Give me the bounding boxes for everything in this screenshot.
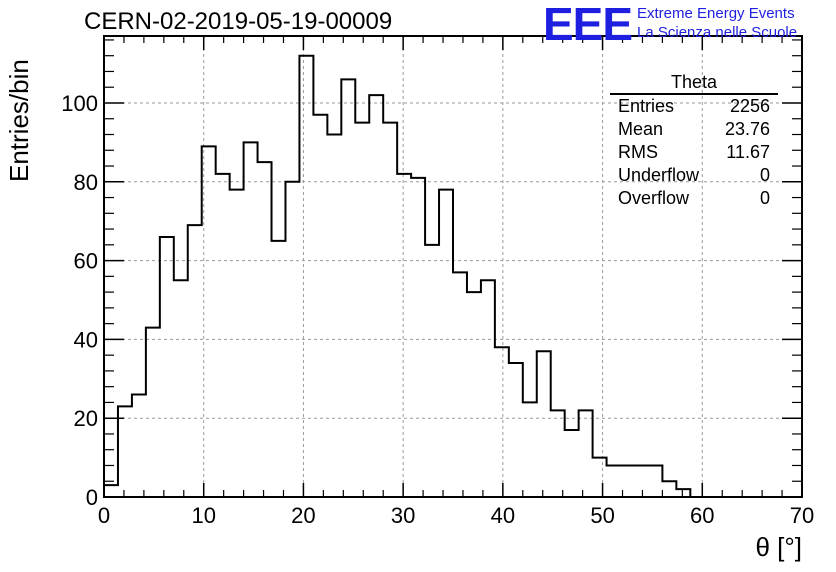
stats-label: Mean: [618, 119, 664, 139]
stats-value: 2256: [729, 96, 770, 116]
y-tick-label: 40: [74, 327, 98, 352]
x-tick-label: 60: [690, 503, 714, 528]
logo-caption: Extreme Energy Events La Scienza nelle S…: [637, 4, 797, 42]
stats-row-mean: Mean 23.76: [610, 118, 778, 141]
logo-caption-line1: Extreme Energy Events: [637, 5, 795, 22]
grid-lines: [104, 36, 802, 497]
chart-title: CERN-02-2019-05-19-00009: [84, 8, 393, 35]
histogram-series: [103, 54, 692, 497]
stats-label: Underflow: [618, 165, 700, 185]
y-tick-label: 60: [74, 249, 98, 274]
y-tick-label: 100: [61, 91, 98, 116]
x-tick-label: 70: [790, 503, 814, 528]
plot-frame: [103, 35, 803, 498]
stats-title: Theta: [610, 72, 778, 95]
stats-row-overflow: Overflow 0: [610, 187, 778, 210]
stats-label: Entries: [618, 96, 675, 116]
stats-value: 23.76: [724, 119, 770, 139]
y-axis-label: Entries/bin: [4, 59, 34, 182]
x-tick-label: 20: [291, 503, 315, 528]
stats-row-rms: RMS 11.67: [610, 141, 778, 164]
stats-value: 11.67: [726, 142, 770, 162]
stats-value: 0: [759, 165, 770, 185]
stats-row-entries: Entries 2256: [610, 95, 778, 118]
y-tick-label: 0: [86, 485, 98, 510]
stats-label: RMS: [618, 142, 658, 162]
x-tick-label: 10: [191, 503, 215, 528]
stats-box: Theta Entries 2256 Mean 23.76 RMS 11.67 …: [610, 72, 778, 210]
eee-logo: EEE: [543, 0, 633, 50]
y-tick-label: 80: [74, 170, 98, 195]
x-tick-label: 30: [391, 503, 415, 528]
x-tick-label: 40: [491, 503, 515, 528]
y-tick-label: 20: [74, 406, 98, 431]
x-axis-label: θ [°]: [755, 532, 802, 562]
axis-ticks: [103, 36, 803, 498]
logo-caption-line2: La Scienza nelle Scuole: [637, 24, 798, 41]
x-tick-label: 0: [98, 503, 110, 528]
stats-row-underflow: Underflow 0: [610, 164, 778, 187]
x-tick-label: 50: [590, 503, 614, 528]
axis-tick-labels: 0 10 20 30 40 50 60 70 0 20 40 60 80 100: [61, 91, 814, 528]
stats-label: Overflow: [618, 188, 690, 208]
stats-value: 0: [759, 188, 770, 208]
